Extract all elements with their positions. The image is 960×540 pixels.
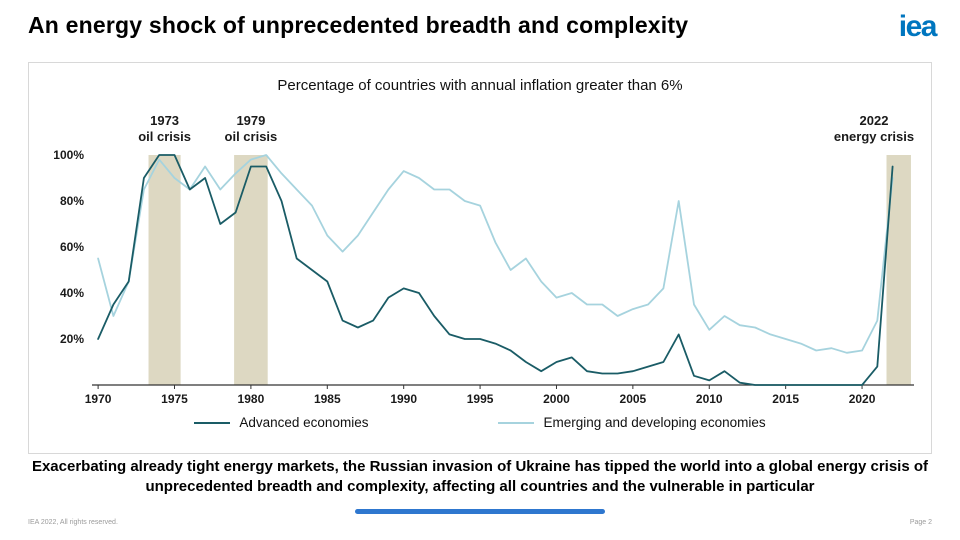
footer: IEA 2022, All rights reserved. Page 2 [28, 519, 932, 526]
legend-label-advanced: Advanced economies [239, 415, 369, 430]
crisis-band-1973 [148, 155, 181, 385]
x-tick-label: 2010 [696, 392, 723, 406]
band-crisis-label: oil crisis [225, 129, 278, 144]
chart-panel: Percentage of countries with annual infl… [28, 62, 932, 454]
band-crisis-label: oil crisis [138, 129, 191, 144]
chart-title: Percentage of countries with annual infl… [277, 77, 683, 94]
series-line-emerging-and-developing-economies [97, 154, 894, 354]
chart-area: 1973 oil crisis 1979 oil crisis 2022 energy c… [30, 105, 930, 411]
x-tick-label: 1995 [467, 392, 494, 406]
x-tick-label: 1985 [314, 392, 341, 406]
legend-label-emerging: Emerging and developing economies [543, 415, 766, 430]
crisis-band-1979 [234, 155, 268, 385]
y-tick-label: 100% [53, 148, 84, 162]
x-tick-label: 2020 [849, 392, 876, 406]
footer-copyright: IEA 2022, All rights reserved. [28, 519, 118, 526]
x-tick-label: 1975 [161, 392, 188, 406]
series-line-advanced-economies [97, 154, 894, 386]
x-tick-label: 1980 [238, 392, 265, 406]
x-tick-label: 1990 [390, 392, 417, 406]
header: An energy shock of unprecedented breadth… [28, 10, 938, 43]
takeaway-text: Exacerbating already tight energy market… [31, 458, 929, 495]
y-tick-label: 40% [60, 286, 84, 300]
y-tick-label: 20% [60, 332, 84, 346]
legend-swatch-advanced [194, 421, 231, 424]
band-year-label: 1979 [236, 113, 265, 128]
legend-item-emerging: Emerging and developing economies [498, 415, 766, 430]
x-tick-label: 1970 [85, 392, 112, 406]
band-year-label: 1973 [150, 113, 179, 128]
accent-bar [355, 509, 605, 514]
chart-legend: Advanced economies Emerging and developi… [29, 415, 931, 430]
x-tick-label: 2015 [772, 392, 799, 406]
iea-logo: iea [898, 10, 938, 43]
legend-item-advanced: Advanced economies [194, 415, 368, 430]
footer-page-number: Page 2 [909, 519, 932, 526]
y-tick-label: 80% [60, 194, 84, 208]
y-tick-label: 60% [60, 240, 84, 254]
legend-swatch-emerging [498, 421, 535, 424]
page-title: An energy shock of unprecedented breadth… [28, 12, 689, 38]
band-crisis-label: energy crisis [834, 129, 914, 144]
x-tick-label: 2000 [543, 392, 570, 406]
x-tick-label: 2005 [620, 392, 647, 406]
band-year-label: 2022 [860, 113, 889, 128]
